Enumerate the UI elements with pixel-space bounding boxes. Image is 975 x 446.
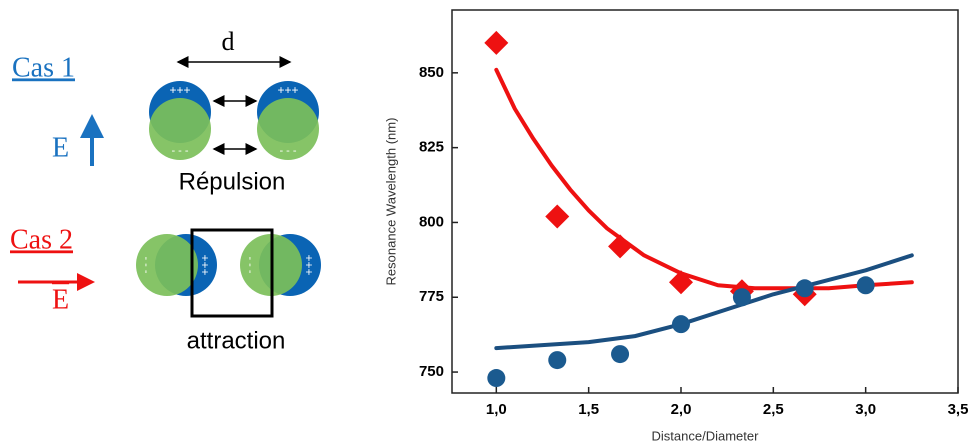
charge: +++ bbox=[198, 254, 212, 275]
data-point bbox=[608, 234, 633, 259]
data-point bbox=[671, 315, 690, 334]
particle: +++ - - - bbox=[240, 234, 321, 296]
charge: +++ bbox=[277, 83, 298, 97]
y-tick-label: 775 bbox=[419, 288, 444, 305]
particle: +++ - - - bbox=[149, 81, 211, 160]
x-tick-label: 2,5 bbox=[763, 401, 784, 418]
y-tick-label: 850 bbox=[419, 64, 444, 81]
y-tick-label: 800 bbox=[419, 213, 444, 230]
plot-frame bbox=[451, 9, 959, 394]
charge: - - - bbox=[279, 145, 296, 157]
data-point bbox=[484, 30, 509, 55]
fit-line bbox=[494, 67, 914, 291]
case2-field: E bbox=[52, 284, 69, 315]
case2-label: Cas 2 bbox=[10, 224, 73, 255]
x-tick-label: 3,5 bbox=[948, 401, 969, 418]
charge: +++ bbox=[169, 83, 190, 97]
data-point bbox=[668, 270, 693, 295]
y-axis-label: Resonance Wavelength (nm) bbox=[383, 118, 398, 286]
charge: - - - bbox=[244, 256, 256, 273]
chart: 750 775 800 825 850 1,0 1,5 2,0 2,5 3,0 3,5 Distanc… bbox=[383, 9, 969, 443]
data-point bbox=[795, 279, 814, 298]
data-point bbox=[732, 288, 751, 307]
distance-label: d bbox=[222, 27, 235, 56]
fit-line bbox=[494, 253, 914, 351]
particle: +++ - - - bbox=[136, 234, 217, 296]
y-tick-label: 750 bbox=[419, 363, 444, 380]
x-tick-label: 1,5 bbox=[578, 401, 599, 418]
data-point bbox=[487, 369, 506, 388]
charge: - - - bbox=[140, 256, 152, 273]
y-tick-label: 825 bbox=[419, 139, 444, 156]
diagram: Cas 1 E d +++ - - - +++ - - - Répulsion … bbox=[10, 27, 321, 354]
x-axis-label: Distance/Diameter bbox=[652, 428, 760, 443]
case1-caption: Répulsion bbox=[179, 168, 286, 195]
data-point bbox=[856, 276, 875, 295]
x-tick-label: 2,0 bbox=[671, 401, 692, 418]
particle: +++ - - - bbox=[257, 81, 319, 160]
case1-field: E bbox=[52, 132, 69, 163]
data-point bbox=[545, 204, 570, 229]
x-tick-label: 1,0 bbox=[486, 401, 507, 418]
data-point bbox=[548, 351, 567, 370]
charge: - - - bbox=[171, 145, 188, 157]
case1-label: Cas 1 bbox=[12, 52, 75, 83]
charge: +++ bbox=[302, 254, 316, 275]
x-tick-label: 3,0 bbox=[855, 401, 876, 418]
data-point bbox=[611, 345, 630, 364]
highlight-box bbox=[190, 228, 274, 318]
case2-caption: attraction bbox=[187, 327, 286, 354]
